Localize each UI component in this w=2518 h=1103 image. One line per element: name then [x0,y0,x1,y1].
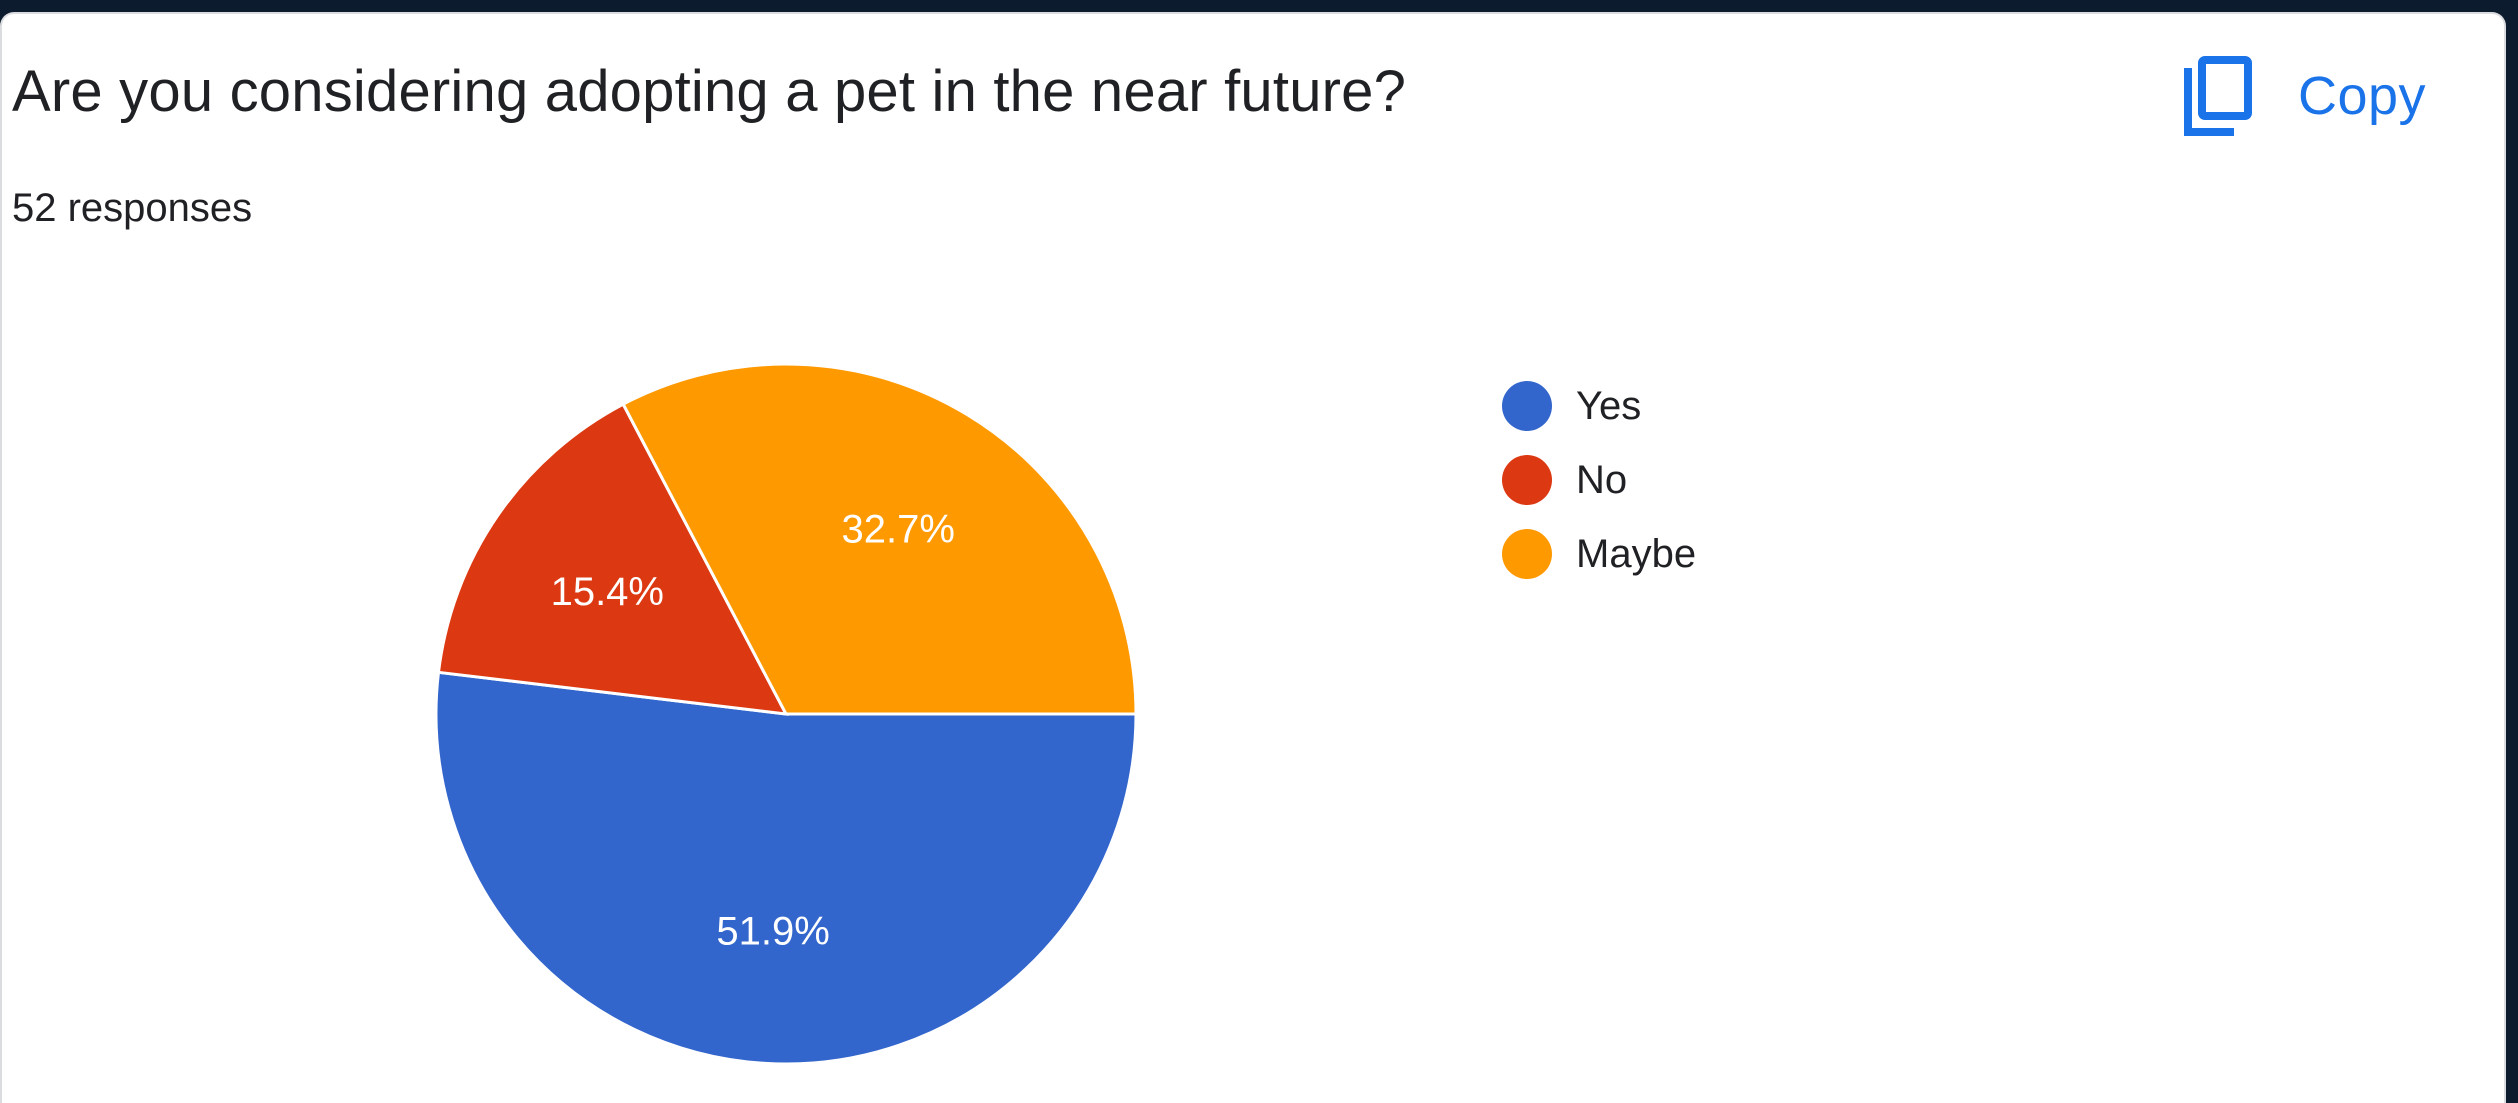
pie-label-yes: 51.9% [716,910,829,954]
legend-swatch [1502,529,1552,579]
legend-label: Maybe [1576,531,1697,576]
pie-label-no: 15.4% [551,570,664,614]
pie-slice-yes [434,670,1138,1066]
pie-slice-no [436,402,789,716]
copy-icon [2182,56,2256,136]
chart-card: Are you considering adopting a pet in th… [0,12,2506,1103]
legend-swatch [1502,381,1552,431]
legend-swatch [1502,455,1552,505]
pie-label-maybe: 32.7% [842,507,955,551]
pie-slice-labels: 51.9% 15.4% 32.7% [551,507,955,953]
copy-button[interactable]: Copy [2182,48,2426,144]
response-count: 52 responses [12,186,253,230]
legend-label: Yes [1576,383,1642,428]
chart-legend: Yes No Maybe [1502,369,1696,591]
copy-button-label: Copy [2298,66,2427,126]
legend-item-yes: Yes [1502,369,1696,443]
legend-label: No [1576,457,1628,502]
legend-item-no: No [1502,443,1696,517]
legend-item-maybe: Maybe [1502,517,1696,591]
pie-chart: 51.9% 15.4% 32.7% [434,362,1138,1066]
pie-slices [434,362,1138,1066]
question-title: Are you considering adopting a pet in th… [12,59,1407,124]
pie-slice-maybe [621,362,1138,716]
